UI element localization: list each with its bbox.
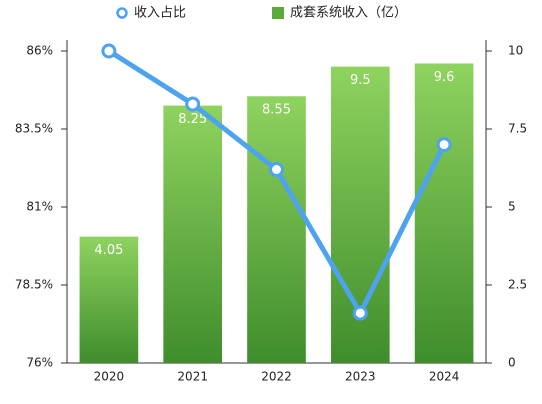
y-tick-label: 83.5% <box>15 122 53 136</box>
x-tick-label: 2024 <box>429 370 460 384</box>
bar <box>414 63 474 363</box>
value-label: 8.25 <box>178 112 207 127</box>
point <box>352 305 368 321</box>
point <box>185 96 201 112</box>
y2-tick-label: 2.5 <box>508 278 527 292</box>
y2-tick-label: 10 <box>508 44 523 58</box>
legend-marker <box>272 7 284 19</box>
bar <box>163 105 223 363</box>
value-label: 9.5 <box>350 73 371 88</box>
point <box>269 162 284 178</box>
x-tick-label: 2023 <box>345 370 376 384</box>
bar <box>79 236 139 363</box>
point <box>436 137 452 153</box>
point <box>101 43 117 59</box>
value-label: 8.55 <box>262 103 291 118</box>
y2-tick-label: 5 <box>508 200 516 214</box>
y-tick-label: 81% <box>26 200 53 214</box>
legend-label: 收入占比 <box>134 6 186 21</box>
y2-tick-label: 0 <box>508 356 516 370</box>
legend-marker <box>116 7 128 19</box>
bar <box>247 96 306 364</box>
value-label: 9.6 <box>434 70 455 85</box>
y-tick-label: 76% <box>26 356 53 370</box>
x-tick-label: 2020 <box>94 370 125 384</box>
y-tick-label: 86% <box>26 44 53 58</box>
legend-label: 成套系统收入（亿） <box>290 5 407 21</box>
y-tick-label: 78.5% <box>15 278 53 292</box>
value-label: 4.05 <box>94 243 123 258</box>
x-tick-label: 2021 <box>177 370 208 384</box>
y2-tick-label: 7.5 <box>508 122 527 136</box>
x-tick-label: 2022 <box>261 370 292 384</box>
